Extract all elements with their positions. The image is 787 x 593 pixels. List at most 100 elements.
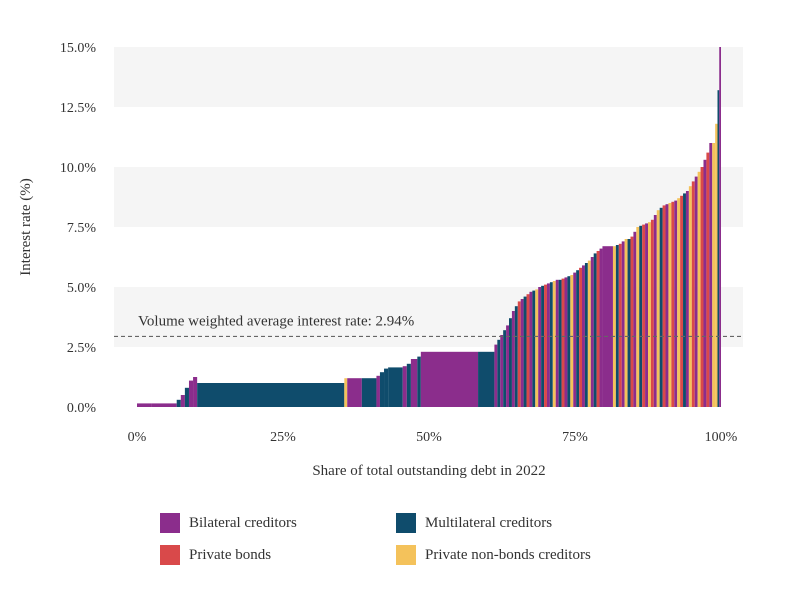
x-tick-label: 100% <box>705 430 738 445</box>
debt-bar-private-nonbonds <box>715 123 718 408</box>
debt-bar-private-nonbonds <box>344 378 348 407</box>
debt-bar-private-bonds <box>662 205 666 407</box>
debt-bar-multilateral <box>361 378 377 407</box>
debt-bar-private-nonbonds <box>624 239 628 407</box>
debt-bar-multilateral <box>683 193 686 407</box>
debt-bar-bilateral <box>151 403 177 407</box>
legend-item-bilateral: Bilateral creditors <box>160 512 297 534</box>
debt-bar-multilateral <box>478 351 495 407</box>
debt-bar-multilateral <box>541 285 545 407</box>
debt-bar-private-bonds <box>671 201 675 407</box>
debt-bar-private-nonbonds <box>587 260 591 407</box>
debt-bar-multilateral <box>417 356 421 407</box>
debt-bar-bilateral <box>180 395 185 407</box>
debt-bar-private-bonds <box>706 152 710 407</box>
debt-bar-private-nonbonds <box>697 171 701 407</box>
x-tick-label: 75% <box>562 430 588 445</box>
debt-bar-private-bonds <box>642 224 646 407</box>
debt-bar-bilateral <box>410 359 418 407</box>
y-tick-label: 10.0% <box>60 161 97 176</box>
x-tick-label: 0% <box>128 430 147 445</box>
debt-bar-bilateral <box>694 176 698 407</box>
debt-bar-bilateral <box>633 231 637 407</box>
debt-bar-multilateral <box>406 363 411 407</box>
debt-bar-multilateral <box>384 368 389 407</box>
debt-bar-private-bonds <box>596 251 600 407</box>
debt-bar-bilateral <box>546 283 550 407</box>
debt-bar-bilateral <box>193 377 198 407</box>
debt-bar-multilateral <box>549 282 553 407</box>
debt-bar-private-bonds <box>650 219 654 407</box>
debt-bar-multilateral <box>176 399 181 407</box>
debt-bar-bilateral <box>555 279 559 407</box>
y-axis-ticks: 0.0% 2.5% 5.0% 7.5% 10.0% 12.5% 15.0% <box>60 41 97 416</box>
debt-bar-private-bonds <box>526 294 530 407</box>
y-tick-label: 15.0% <box>60 41 97 56</box>
legend-label-private-bonds: Private bonds <box>189 546 272 563</box>
debt-bar-multilateral <box>584 263 588 407</box>
average-rate-annotation: Volume weighted average interest rate: 2… <box>138 313 414 329</box>
debt-bar-bilateral <box>590 257 594 407</box>
legend-label-bilateral: Bilateral creditors <box>189 514 297 531</box>
debt-bar-multilateral <box>659 207 663 407</box>
debt-bars <box>137 47 721 408</box>
debt-bar-private-bonds <box>544 284 547 407</box>
legend-item-multilateral: Multilateral creditors <box>396 512 552 534</box>
debt-bar-bilateral <box>573 272 577 407</box>
debt-bar-bilateral <box>137 403 152 407</box>
debt-bar-bilateral <box>685 191 689 407</box>
debt-bar-multilateral <box>567 276 571 407</box>
debt-bar-multilateral <box>593 253 597 407</box>
debt-bar-multilateral <box>388 367 403 407</box>
debt-bar-bilateral <box>703 159 707 407</box>
y-axis-title: Interest rate (%) <box>18 178 34 275</box>
debt-bar-private-bonds <box>579 267 583 407</box>
debt-bar-multilateral <box>523 296 527 407</box>
debt-bar-bilateral <box>709 143 713 407</box>
debt-bar-bilateral <box>719 47 721 407</box>
debt-bar-private-nonbonds <box>688 186 692 407</box>
debt-bar-private-bonds <box>561 278 565 407</box>
debt-bar-bilateral <box>511 311 515 407</box>
debt-bar-private-nonbonds <box>552 281 556 407</box>
debt-bar-multilateral <box>497 339 501 407</box>
x-axis-title: Share of total outstanding debt in 2022 <box>312 463 545 479</box>
debt-bar-bilateral <box>420 351 479 407</box>
x-tick-label: 50% <box>416 430 442 445</box>
debt-bar-bilateral <box>621 241 625 407</box>
y-tick-label: 0.0% <box>67 401 97 416</box>
debt-bar-bilateral <box>520 299 524 407</box>
x-axis-ticks: 0% 25% 50% 75% 100% <box>128 430 738 445</box>
legend-swatch-private-bonds <box>160 545 180 565</box>
y-tick-label: 7.5% <box>67 221 97 236</box>
debt-bar-bilateral <box>564 277 568 407</box>
debt-bar-multilateral <box>532 290 536 407</box>
debt-bar-bilateral <box>188 380 194 407</box>
debt-bar-bilateral <box>653 215 657 407</box>
y-tick-label: 12.5% <box>60 101 97 116</box>
debt-bar-bilateral <box>402 366 407 407</box>
debt-bar-private-nonbonds <box>570 275 574 407</box>
debt-bar-private-nonbonds <box>636 227 640 407</box>
debt-bar-bilateral <box>602 246 613 407</box>
y-tick-label: 2.5% <box>67 341 97 356</box>
debt-bar-private-nonbonds <box>535 289 539 407</box>
debt-bar-private-nonbonds <box>612 246 616 407</box>
debt-bar-private-bonds <box>517 301 521 407</box>
debt-bar-multilateral <box>615 245 619 407</box>
debt-bar-bilateral <box>538 287 542 407</box>
debt-bar-multilateral <box>514 306 518 407</box>
debt-bar-private-nonbonds <box>668 203 672 407</box>
debt-bar-private-bonds <box>691 181 695 407</box>
legend-swatch-multilateral <box>396 513 416 533</box>
legend-item-private-nonbonds: Private non-bonds creditors <box>396 544 591 566</box>
debt-bar-private-bonds <box>700 167 704 407</box>
debt-bar-bilateral <box>665 204 669 407</box>
debt-bar-private-bonds <box>630 236 634 407</box>
debt-bar-multilateral <box>184 387 189 407</box>
legend-swatch-bilateral <box>160 513 180 533</box>
debt-bar-bilateral <box>599 248 603 407</box>
legend-label-multilateral: Multilateral creditors <box>425 514 553 531</box>
debt-bar-bilateral <box>500 335 504 407</box>
